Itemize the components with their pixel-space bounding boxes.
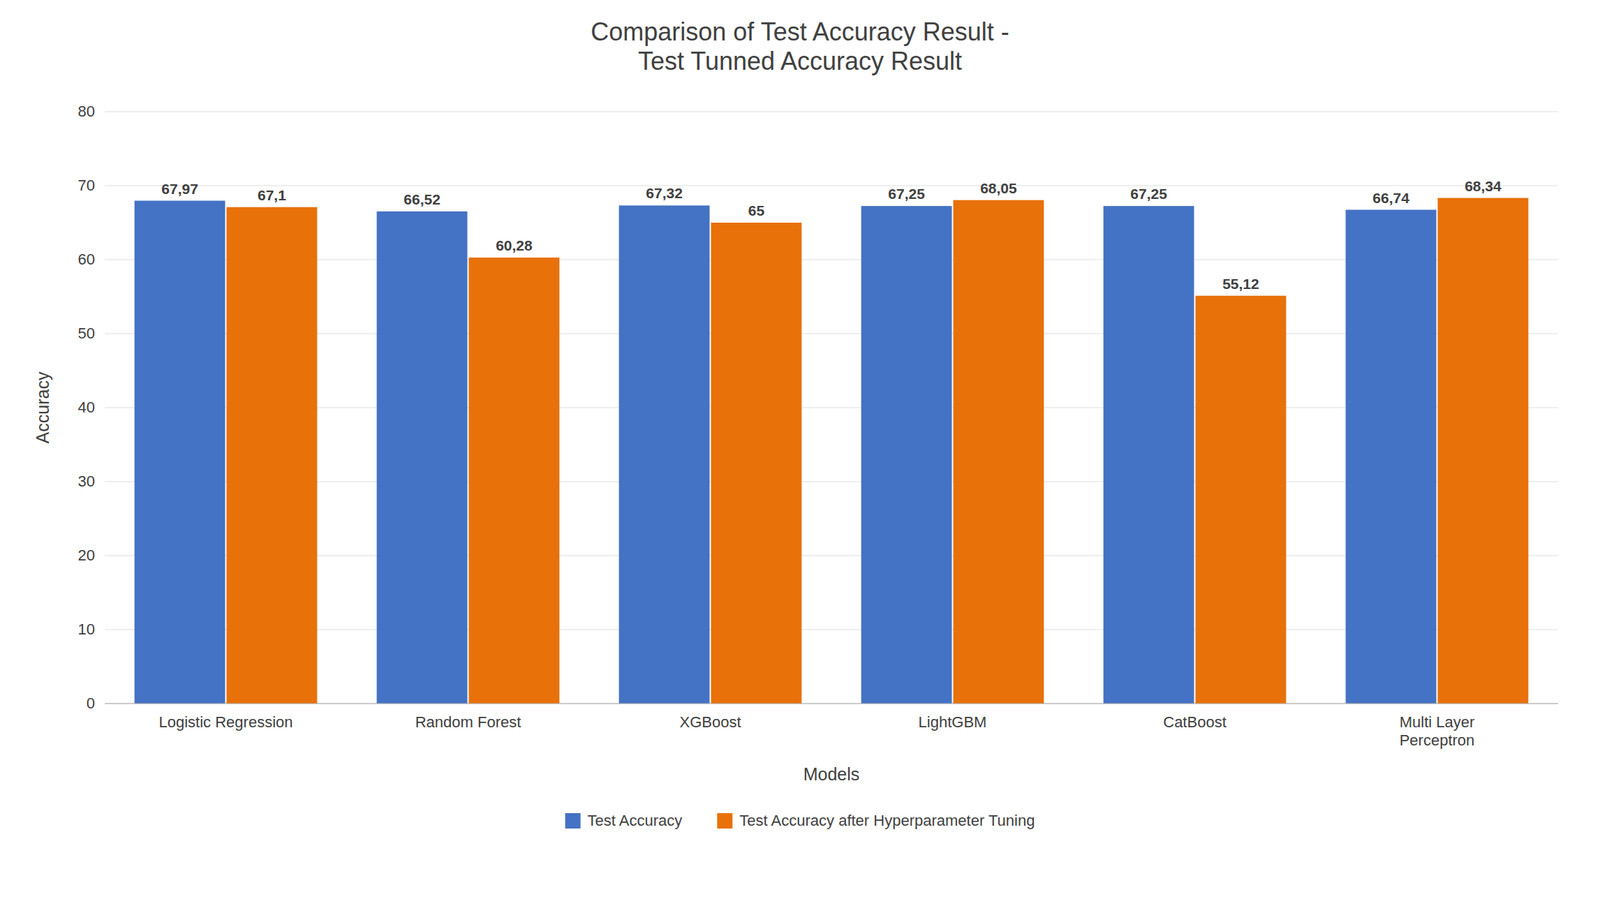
x-tick-label: Random Forest: [415, 713, 522, 731]
y-tick-label: 30: [78, 472, 95, 491]
data-label: 67,25: [1130, 185, 1168, 202]
data-label: 67,32: [645, 184, 683, 202]
bar: [861, 205, 953, 704]
data-label: 66,74: [1372, 189, 1410, 206]
bar: [1438, 198, 1529, 704]
data-label: 66,52: [403, 191, 441, 208]
bar: [953, 200, 1045, 704]
grid-line: [104, 407, 1559, 409]
data-label: 68,05: [980, 180, 1018, 197]
x-tick-label: Multi LayerPerceptron: [1399, 713, 1476, 750]
data-label: 55,12: [1222, 275, 1260, 292]
y-tick-label: 60: [78, 250, 95, 269]
data-labels: 67,97 66,52 67,32 67,25 67,25 66,74 67,1 60,28 6…: [161, 178, 1502, 292]
bar: [619, 205, 710, 704]
y-tick-label: 0: [86, 694, 95, 713]
grid-line: [104, 333, 1559, 335]
bar: [469, 257, 560, 704]
grid: [104, 111, 1559, 704]
legend-item: Test Accuracy: [565, 811, 683, 830]
y-tick-label: 20: [78, 546, 95, 565]
x-tick-label: Logistic Regression: [159, 713, 294, 731]
legend-swatch: [716, 813, 733, 829]
grid-line: [104, 185, 1559, 187]
bar: [1195, 295, 1287, 704]
y-tick-label: 80: [78, 102, 95, 121]
bar: [226, 207, 318, 704]
x-tick-label: LightGBM: [918, 713, 988, 731]
legend-label: Test Accuracy: [587, 811, 683, 830]
data-label: 67,1: [257, 187, 287, 204]
legend-swatch: [565, 813, 581, 829]
grid-line: [104, 259, 1559, 261]
bar: [711, 222, 803, 704]
chart: Comparison of Test Accuracy Result -Test…: [0, 0, 1600, 899]
grid-line: [104, 481, 1559, 483]
bar: [1345, 210, 1437, 704]
chart-title: Comparison of Test Accuracy Result -Test…: [590, 17, 1010, 76]
y-tick-label: 40: [78, 398, 95, 417]
y-axis-label: Accuracy: [32, 371, 53, 444]
legend-item: Test Accuracy after Hyperparameter Tunin…: [716, 811, 1035, 830]
x-tick-label: CatBoost: [1163, 713, 1227, 731]
bars: [134, 198, 1529, 704]
y-tick-label: 50: [78, 324, 95, 343]
data-label: 67,97: [161, 180, 199, 197]
bar: [134, 201, 226, 704]
grid-line: [104, 111, 1559, 113]
chart-container: Comparison of Test Accuracy Result -Test…: [0, 0, 1600, 899]
x-tick-label: XGBoost: [679, 713, 741, 731]
bar: [1103, 205, 1195, 704]
y-tick-label: 10: [78, 620, 95, 639]
data-label: 67,25: [887, 185, 925, 202]
grid-line: [104, 703, 1559, 705]
grid-line: [104, 555, 1559, 557]
y-tick-label: 70: [78, 176, 95, 195]
data-label: 60,28: [495, 237, 533, 254]
legend-label: Test Accuracy after Hyperparameter Tunin…: [739, 811, 1035, 830]
data-label: 68,34: [1464, 178, 1502, 195]
x-axis-label: Models: [803, 764, 861, 784]
grid-line: [104, 629, 1559, 631]
data-label: 65: [748, 202, 766, 219]
bar: [376, 211, 468, 704]
legend: Test Accuracy Test Accuracy after Hyperpa…: [565, 811, 1036, 830]
x-axis-line: [104, 703, 1559, 705]
